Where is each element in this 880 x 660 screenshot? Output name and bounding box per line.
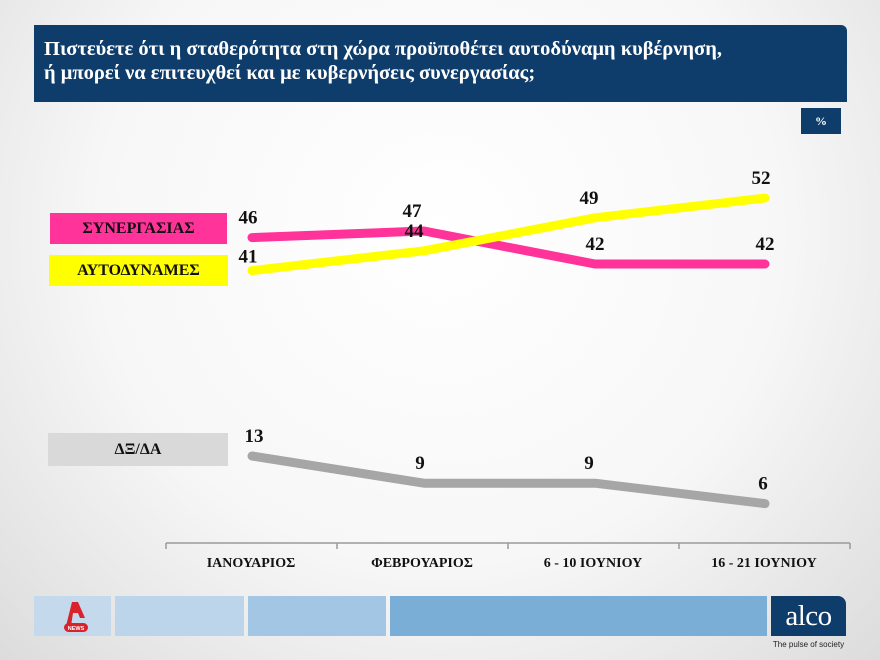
data-label: 6 — [758, 474, 768, 495]
footer-block-4 — [390, 596, 767, 636]
series-line-2 — [247, 451, 770, 509]
alco-logo: alco — [771, 596, 846, 636]
legend-dxda: ΔΞ/ΔΑ — [48, 433, 228, 466]
footer-block-3 — [248, 596, 386, 636]
data-label: 49 — [580, 188, 599, 209]
chart-series: 46 47 42 42 41 44 49 52 13 9 9 6 — [239, 168, 775, 509]
data-label: 46 — [239, 208, 258, 229]
data-label: 47 — [403, 201, 423, 222]
data-label: 9 — [415, 453, 425, 474]
legend-synergasias: ΣΥΝΕΡΓΑΣΙΑΣ — [50, 213, 227, 244]
alco-tagline: The pulse of society — [772, 640, 845, 649]
data-label: 41 — [239, 247, 258, 268]
data-label: 52 — [752, 168, 771, 189]
question-title-banner: Πιστεύετε ότι η σταθερότητα στη χώρα προ… — [34, 25, 847, 102]
data-label: 13 — [245, 426, 264, 447]
data-label: 9 — [584, 453, 594, 474]
x-axis-label: 16 - 21 ΙΟΥΝΙΟΥ — [711, 556, 816, 571]
data-label: 42 — [756, 234, 775, 255]
series-line-0 — [247, 226, 770, 269]
footer-block-2 — [115, 596, 244, 636]
x-axis-labels: ΙΑΝΟΥΑΡΙΟΣ ΦΕΒΡΟΥΑΡΙΟΣ 6 - 10 ΙΟΥΝΙΟΥ 16 - … — [207, 556, 817, 571]
x-axis-label: ΦΕΒΡΟΥΑΡΙΟΣ — [371, 556, 473, 571]
svg-text:NEWS: NEWS — [68, 626, 85, 632]
legend-aftodynames: ΑΥΤΟΔΥΝΑΜΕΣ — [49, 255, 228, 286]
series-line-1 — [247, 193, 770, 276]
x-axis-label: ΙΑΝΟΥΑΡΙΟΣ — [207, 556, 296, 571]
data-label: 44 — [405, 221, 425, 242]
question-title-line-1: Πιστεύετε ότι η σταθερότητα στη χώρα προ… — [44, 38, 722, 60]
footer-news-block: NEWS — [34, 596, 111, 636]
x-axis — [165, 542, 851, 549]
unit-badge: % — [801, 108, 841, 134]
question-title-line-2: ή μπορεί να επιτευχθεί και με κυβερνήσει… — [44, 62, 536, 84]
alpha-news-logo-icon: NEWS — [64, 602, 88, 632]
x-axis-label: 6 - 10 ΙΟΥΝΙΟΥ — [544, 556, 642, 571]
data-label: 42 — [586, 234, 605, 255]
